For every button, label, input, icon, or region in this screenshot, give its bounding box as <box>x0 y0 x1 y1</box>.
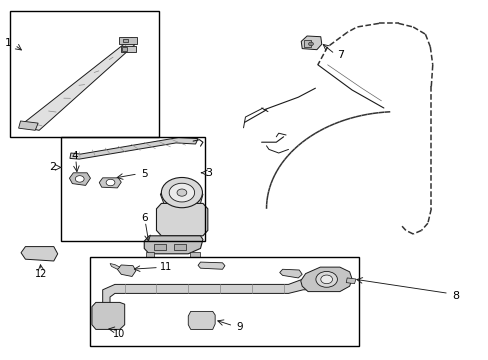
Circle shape <box>106 179 115 186</box>
Text: 9: 9 <box>236 322 243 332</box>
Polygon shape <box>198 262 224 269</box>
Polygon shape <box>346 278 355 284</box>
Polygon shape <box>189 252 199 257</box>
Bar <box>27 247 50 249</box>
Polygon shape <box>69 173 90 185</box>
Bar <box>27 256 50 258</box>
Circle shape <box>161 177 202 208</box>
Text: 6: 6 <box>141 213 147 223</box>
Bar <box>192 322 210 327</box>
Circle shape <box>169 183 194 202</box>
Text: 2: 2 <box>49 162 56 172</box>
Bar <box>304 40 310 47</box>
Polygon shape <box>70 138 198 159</box>
Circle shape <box>177 189 186 196</box>
Polygon shape <box>145 252 154 257</box>
Polygon shape <box>301 36 321 50</box>
Circle shape <box>75 176 84 182</box>
Polygon shape <box>160 189 203 203</box>
Text: 5: 5 <box>141 168 148 179</box>
Text: 3: 3 <box>204 168 211 178</box>
Bar <box>10 11 159 137</box>
Bar <box>122 39 127 42</box>
Bar <box>98 310 120 317</box>
Polygon shape <box>19 121 38 130</box>
Bar <box>192 315 210 319</box>
Text: 12: 12 <box>35 269 48 279</box>
Circle shape <box>315 271 337 287</box>
Polygon shape <box>188 311 215 329</box>
Text: 8: 8 <box>451 291 458 301</box>
Polygon shape <box>144 236 203 254</box>
Bar <box>121 46 136 52</box>
Circle shape <box>308 42 313 46</box>
Polygon shape <box>117 265 136 276</box>
Bar <box>154 244 166 250</box>
Polygon shape <box>92 302 124 329</box>
Polygon shape <box>279 269 302 278</box>
Polygon shape <box>102 272 349 304</box>
Bar <box>61 137 205 241</box>
Bar <box>27 251 50 254</box>
Bar <box>119 37 137 44</box>
Polygon shape <box>156 203 207 236</box>
Polygon shape <box>110 264 120 269</box>
Circle shape <box>320 275 332 284</box>
Bar <box>98 319 120 326</box>
Text: 7: 7 <box>337 50 344 60</box>
Bar <box>173 244 185 250</box>
Text: 4: 4 <box>71 151 78 161</box>
Polygon shape <box>300 267 351 292</box>
Text: 1: 1 <box>5 38 12 48</box>
Polygon shape <box>21 247 58 261</box>
Bar <box>98 305 120 309</box>
Text: 10: 10 <box>113 329 125 339</box>
Text: 11: 11 <box>160 262 172 272</box>
Bar <box>90 257 359 346</box>
Polygon shape <box>99 178 121 188</box>
Polygon shape <box>23 38 134 130</box>
Bar <box>122 47 126 51</box>
